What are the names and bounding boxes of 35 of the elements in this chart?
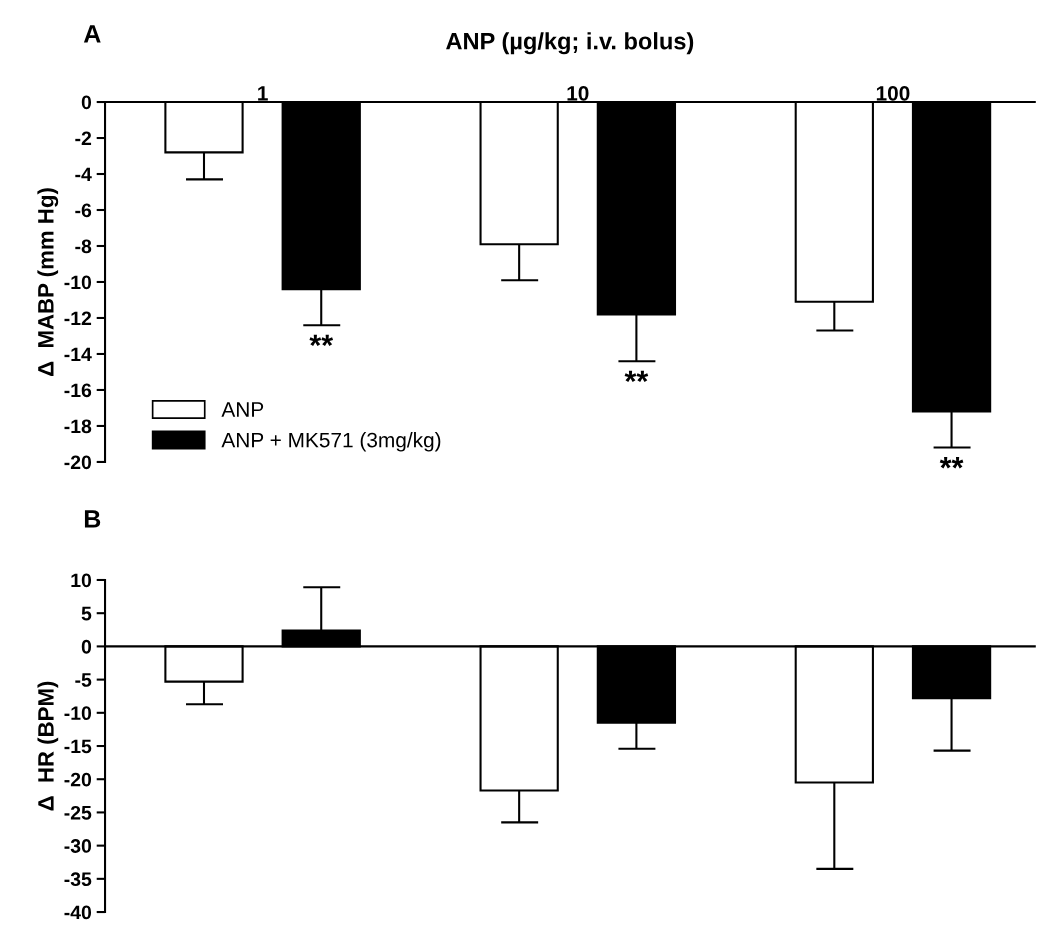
y-tick-label: 0 bbox=[81, 95, 92, 110]
chart-title: ANP (µg/kg; i.v. bolus) bbox=[446, 32, 694, 55]
legend-label: ANP + MK571 (3mg/kg) bbox=[221, 432, 441, 452]
y-axis-title: Δ HR (BPM) bbox=[37, 681, 59, 811]
y-tick-label: -15 bbox=[64, 739, 92, 754]
y-tick-label: -14 bbox=[64, 347, 92, 362]
y-tick-label: -40 bbox=[64, 905, 92, 920]
annotation: ** bbox=[624, 370, 649, 382]
x-tick-label: 10 bbox=[567, 85, 589, 101]
legend-label: ANP bbox=[221, 402, 264, 417]
y-tick-label: -20 bbox=[64, 772, 92, 787]
y-tick-label: -16 bbox=[64, 383, 92, 398]
annotation: ** bbox=[309, 334, 334, 346]
x-tick-label: 100 bbox=[876, 85, 910, 101]
annotation: ** bbox=[939, 457, 964, 469]
y-tick-label: -20 bbox=[64, 455, 92, 470]
y-tick-label: -6 bbox=[75, 203, 92, 218]
y-tick-label: -10 bbox=[64, 706, 92, 721]
y-tick-label: -5 bbox=[75, 673, 92, 687]
text: B bbox=[84, 510, 101, 528]
y-tick-label: -30 bbox=[64, 839, 92, 853]
x-tick-label: 1 bbox=[258, 86, 268, 101]
y-tick-label: -12 bbox=[64, 311, 92, 326]
text: A bbox=[83, 25, 101, 43]
y-tick-label: 10 bbox=[71, 573, 92, 588]
y-tick-label: 0 bbox=[81, 639, 92, 654]
y-tick-label: -2 bbox=[75, 131, 92, 146]
y-tick-label: -4 bbox=[75, 167, 92, 182]
y-tick-label: -10 bbox=[64, 275, 92, 290]
y-axis-title: Δ MABP (mm Hg) bbox=[37, 188, 59, 376]
y-tick-label: -35 bbox=[64, 872, 92, 887]
y-tick-label: -25 bbox=[64, 805, 92, 820]
y-tick-label: -8 bbox=[75, 239, 92, 254]
y-tick-label: -18 bbox=[64, 419, 92, 434]
y-tick-label: 5 bbox=[81, 606, 92, 621]
